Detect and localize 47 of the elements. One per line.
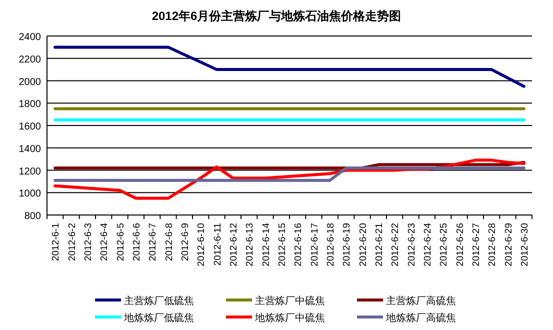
x-tick-label: 2012-6-9 [180,223,191,262]
x-tick-label: 2012-6-18 [325,223,336,266]
x-tick-label: 2012-6-13 [244,223,256,266]
legend-label: 主营炼厂高硫焦 [386,295,456,307]
chart-title: 2012年6月份主营炼厂与地炼石油焦价格走势图 [152,9,402,23]
x-tick-label: 2012-6-28 [487,223,498,266]
x-tick-label: 2012-6-12 [228,223,240,266]
x-tick-label: 2012-6-17 [309,223,320,266]
legend-label: 地炼炼厂低硫焦 [123,312,194,324]
y-tick-label: 1200 [18,166,42,178]
x-tick-label: 2012-6-5 [115,223,126,262]
x-tick-label: 2012-6-25 [438,223,450,266]
x-tick-label: 2012-6-2 [66,223,78,262]
x-tick-label: 2012-6-14 [260,223,272,266]
x-tick-label: 2012-6-7 [148,223,159,262]
x-tick-label: 2012-6-20 [358,223,369,266]
x-tick-label: 2012-6-22 [390,223,402,266]
y-tick-label: 2400 [18,32,42,43]
x-tick-label: 2012-6-1 [50,223,62,262]
x-tick-label: 2012-6-10 [196,223,208,266]
x-tick-label: 2012-6-30 [519,223,530,266]
x-tick-label: 2012-6-29 [503,223,514,266]
x-tick-label: 2012-6-3 [82,223,94,262]
x-tick-label: 2012-6-21 [374,223,385,266]
y-tick-label: 1800 [18,99,42,110]
x-tick-label: 2012-6-23 [406,223,418,266]
y-tick-label: 2200 [18,54,42,66]
y-tick-label: 1400 [18,144,42,155]
x-tick-label: 2012-6-24 [422,223,434,266]
x-tick-label: 2012-6-16 [293,223,304,266]
x-tick-label: 2012-6-6 [131,223,142,262]
x-tick-label: 2012-6-27 [470,223,482,266]
x-tick-label: 2012-6-15 [276,223,288,266]
legend-label: 主营炼厂低硫焦 [124,295,194,307]
x-tick-label: 2012-6-8 [164,223,175,262]
x-tick-label: 2012-6-19 [342,223,353,266]
x-tick-label: 2012-6-11 [212,223,224,266]
legend-label: 地炼炼厂中硫焦 [254,312,325,324]
line-series [54,46,526,88]
legend-label: 地炼炼厂高硫焦 [385,312,456,324]
y-tick-label: 1600 [18,122,42,132]
x-tick-label: 2012-6-26 [454,223,466,266]
y-tick-label: 800 [24,211,42,222]
x-tick-label: 2012-6-4 [99,223,110,262]
y-tick-label: 2000 [18,76,42,88]
legend-label: 主营炼厂中硫焦 [255,295,325,307]
y-tick-label: 1000 [18,188,42,200]
